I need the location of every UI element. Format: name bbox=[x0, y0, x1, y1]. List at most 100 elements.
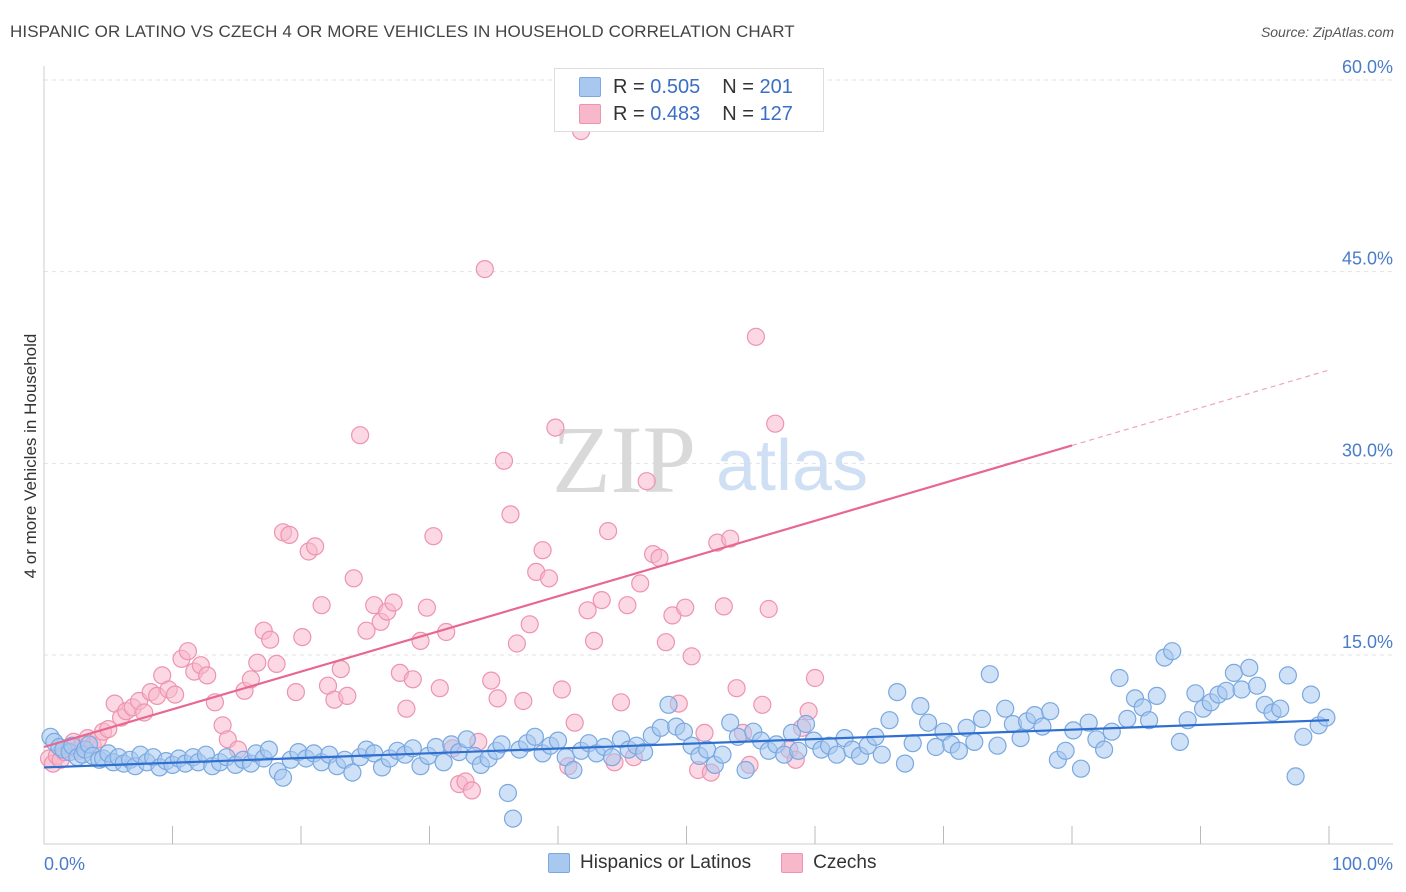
hispanic-point bbox=[1110, 668, 1129, 688]
czech-point bbox=[565, 713, 584, 732]
hispanic-point bbox=[918, 713, 938, 732]
hispanic-point bbox=[996, 699, 1015, 718]
x-tick-label-max: 100.0% bbox=[1332, 854, 1393, 874]
hispanic-point bbox=[796, 714, 816, 734]
czech-point bbox=[267, 654, 286, 674]
czech-point bbox=[727, 679, 746, 698]
hispanic-point bbox=[403, 739, 422, 758]
czech-trend-line bbox=[43, 444, 1073, 749]
legend-swatch-pink bbox=[781, 853, 804, 873]
czech-trend-extension bbox=[1071, 369, 1330, 447]
hispanic-point bbox=[1271, 699, 1290, 718]
hispanic-point bbox=[634, 742, 654, 762]
hispanic-point bbox=[259, 740, 278, 759]
y-tick-label: 30.0% bbox=[1342, 440, 1393, 460]
czech-point bbox=[656, 633, 676, 652]
hispanics-points bbox=[41, 642, 1336, 828]
hispanic-point bbox=[434, 753, 453, 772]
czech-point bbox=[721, 529, 740, 548]
hispanic-point bbox=[1294, 727, 1313, 746]
hispanic-point bbox=[988, 736, 1007, 755]
czech-point bbox=[424, 527, 443, 546]
czech-point bbox=[759, 599, 778, 619]
hispanic-point bbox=[949, 741, 969, 760]
hispanic-point bbox=[525, 727, 545, 746]
hispanic-point bbox=[789, 741, 808, 760]
czech-point bbox=[501, 505, 520, 524]
hispanic-point bbox=[1186, 684, 1205, 703]
czech-point bbox=[397, 699, 416, 718]
hispanic-point bbox=[1217, 681, 1236, 700]
hispanic-point bbox=[498, 783, 517, 803]
legend-swatch-pink bbox=[579, 104, 601, 124]
czech-point bbox=[618, 596, 637, 615]
hispanic-point bbox=[888, 682, 907, 702]
czech-point bbox=[344, 569, 363, 588]
hispanic-point bbox=[1147, 686, 1166, 706]
czech-point bbox=[598, 521, 618, 541]
hispanic-point bbox=[548, 731, 568, 750]
hispanic-point bbox=[895, 754, 915, 773]
x-tick-label-min: 0.0% bbox=[44, 854, 85, 874]
legend-item-hispanics[interactable]: Hispanics or Latinos bbox=[548, 852, 751, 874]
legend-item-czechs[interactable]: Czechs bbox=[781, 852, 876, 874]
hispanic-point bbox=[659, 695, 678, 714]
hispanic-trend-line bbox=[43, 719, 1330, 769]
czech-point bbox=[546, 418, 565, 437]
czech-point bbox=[695, 723, 714, 743]
czech-point bbox=[488, 689, 507, 708]
hispanic-point bbox=[957, 718, 976, 737]
legend-r-label: R = bbox=[613, 102, 645, 125]
hispanic-point bbox=[674, 722, 694, 741]
czech-point bbox=[753, 695, 772, 714]
watermark-atlas: atlas bbox=[716, 426, 868, 506]
hispanic-point bbox=[926, 737, 945, 757]
czech-point bbox=[331, 659, 350, 679]
stats-legend: R = 0.505 N = 201 R = 0.483 N = 127 bbox=[554, 68, 824, 132]
hispanic-point bbox=[503, 809, 523, 828]
hispanic-point bbox=[736, 760, 755, 780]
czech-point bbox=[682, 647, 701, 666]
czech-point bbox=[280, 525, 299, 545]
hispanic-point bbox=[457, 730, 476, 749]
trend-lines bbox=[43, 369, 1330, 769]
czechs-points bbox=[39, 69, 825, 800]
hispanic-point bbox=[1247, 676, 1267, 695]
czech-point bbox=[357, 621, 376, 640]
hispanic-point bbox=[1286, 767, 1305, 786]
czech-point bbox=[312, 596, 331, 615]
hispanic-point bbox=[1071, 759, 1091, 778]
czech-point bbox=[306, 537, 325, 556]
hispanic-point bbox=[1102, 722, 1121, 741]
hispanic-point bbox=[273, 768, 293, 787]
hispanic-point bbox=[1232, 680, 1251, 699]
hispanic-point bbox=[911, 696, 930, 716]
czech-point bbox=[198, 666, 217, 685]
series-legend: Hispanics or Latinos Czechs bbox=[548, 852, 906, 874]
legend-r-value: 0.483 bbox=[650, 102, 701, 125]
czech-point bbox=[475, 260, 494, 279]
czech-point bbox=[631, 574, 650, 593]
legend-swatch-blue bbox=[579, 77, 601, 97]
czech-point bbox=[261, 630, 280, 649]
hispanic-point bbox=[903, 734, 922, 753]
hispanic-point bbox=[972, 709, 992, 729]
hispanic-point bbox=[1094, 740, 1114, 759]
czech-point bbox=[403, 670, 422, 689]
hispanic-point bbox=[651, 718, 670, 737]
chart-source: Source: ZipAtlas.com bbox=[1260, 24, 1394, 40]
hispanic-point bbox=[1170, 732, 1190, 752]
hispanic-point bbox=[1041, 702, 1060, 721]
hispanic-point bbox=[1033, 717, 1052, 736]
czech-point bbox=[166, 685, 185, 704]
hispanic-point bbox=[343, 763, 362, 782]
hispanic-point bbox=[1139, 711, 1159, 730]
hispanic-point bbox=[1056, 741, 1075, 760]
czech-point bbox=[584, 631, 604, 651]
czech-point bbox=[286, 682, 305, 702]
legend-swatch-blue bbox=[548, 853, 570, 873]
chart-title: HISPANIC OR LATINO VS CZECH 4 OR MORE VE… bbox=[10, 22, 795, 41]
hispanic-point bbox=[721, 713, 740, 732]
czech-point bbox=[533, 541, 552, 560]
